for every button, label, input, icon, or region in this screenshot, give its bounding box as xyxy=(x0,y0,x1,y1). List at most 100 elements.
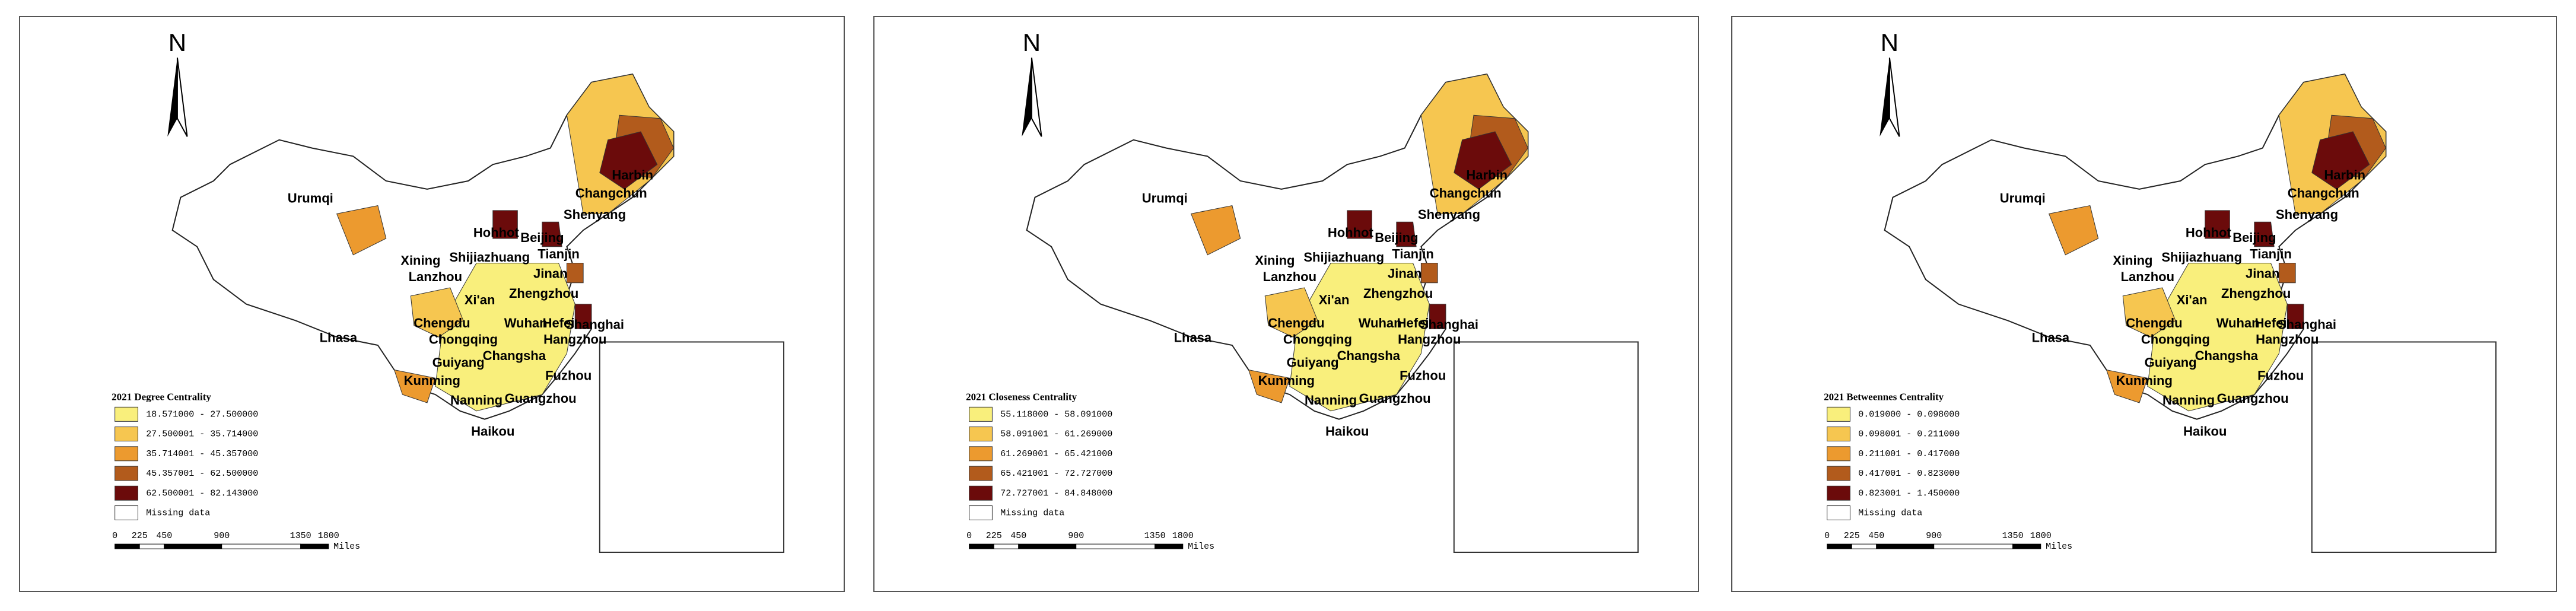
legend-swatch xyxy=(969,485,993,501)
city-label: Nanning xyxy=(2162,393,2215,408)
city-label: Wuhan xyxy=(1359,316,1402,330)
legend-label: Missing data xyxy=(1858,508,1922,518)
city-label: Guiyang xyxy=(432,355,485,370)
scale-segment xyxy=(164,543,222,549)
city-label: Fuzhou xyxy=(1400,368,1446,383)
city-label: Guiyang xyxy=(1287,355,1339,370)
city-label: Xining xyxy=(400,253,440,268)
scale-label: 1800 xyxy=(2030,531,2052,541)
region xyxy=(1289,263,1430,412)
legend-label: 62.500001 - 82.143000 xyxy=(146,488,258,498)
region xyxy=(1396,221,1417,247)
region xyxy=(542,221,562,247)
city-label: Chengdu xyxy=(1268,316,1324,330)
city-label: Xi'an xyxy=(465,292,495,307)
scale-unit: Miles xyxy=(333,542,360,552)
scale-label: 1350 xyxy=(290,531,311,541)
legend-label: 27.500001 - 35.714000 xyxy=(146,429,258,440)
region xyxy=(393,369,436,403)
legend-label: 0.098001 - 0.211000 xyxy=(1858,429,1960,440)
legend-label: 0.211001 - 0.417000 xyxy=(1858,449,1960,459)
region xyxy=(2147,263,2288,412)
city-label: Kunming xyxy=(404,373,460,388)
region xyxy=(574,304,592,329)
legend-swatch xyxy=(115,485,138,501)
city-label: Changchun xyxy=(1430,186,1502,201)
scale-segment xyxy=(300,543,329,549)
scale-label: 225 xyxy=(1844,531,1860,541)
region xyxy=(2048,205,2099,256)
city-label: Hefei xyxy=(2255,316,2287,330)
north-arrow-left xyxy=(1022,58,1032,137)
legend-swatch xyxy=(1827,485,1850,501)
legend-swatch xyxy=(969,446,993,462)
city-label: Hohhot xyxy=(1328,225,1374,240)
city-label: Zhengzhou xyxy=(509,286,578,301)
city-label: Shanghai xyxy=(2278,317,2336,332)
region xyxy=(2106,369,2148,403)
scale-unit: Miles xyxy=(1188,542,1214,552)
region xyxy=(1429,304,1446,329)
scale-segment xyxy=(1851,543,1877,549)
scale-segment xyxy=(1155,543,1184,549)
city-label: Changsha xyxy=(483,348,546,363)
inset-frame xyxy=(2311,341,2497,553)
city-label: Tianjin xyxy=(538,246,580,261)
city-label: Haikou xyxy=(471,424,514,439)
scale-label: 1800 xyxy=(318,531,339,541)
city-label: Lanzhou xyxy=(1263,269,1316,284)
legend-swatch xyxy=(1827,446,1850,462)
region xyxy=(410,287,464,338)
city-label: Chengdu xyxy=(414,316,470,330)
scale-segment xyxy=(1876,543,1935,549)
scale-label: 900 xyxy=(1926,531,1942,541)
city-label: Wuhan xyxy=(504,316,548,330)
north-label: N xyxy=(1023,28,1041,56)
north-arrow-left xyxy=(1879,58,1890,137)
region xyxy=(492,210,518,239)
region xyxy=(1190,205,1241,256)
city-label: Chongqing xyxy=(2141,332,2210,347)
city-label: Harbin xyxy=(2324,168,2365,183)
legend-label: 72.727001 - 84.848000 xyxy=(1000,488,1112,498)
city-label: Haikou xyxy=(2183,424,2227,439)
scale-label: 1800 xyxy=(1172,531,1194,541)
city-label: Kunming xyxy=(1258,373,1315,388)
legend-label: 18.571000 - 27.500000 xyxy=(146,409,258,419)
city-label: Changchun xyxy=(2288,186,2359,201)
region xyxy=(1248,369,1290,403)
city-label: Shijiazhuang xyxy=(2161,250,2242,265)
legend-label: 65.421001 - 72.727000 xyxy=(1000,469,1112,479)
city-label: Shenyang xyxy=(564,207,626,222)
region xyxy=(435,263,575,412)
map-panel: N Harbin Changchun Shenyang Urumqi Hohhot Beij… xyxy=(19,16,845,592)
legend-title: 2021 Betweennes Centrality xyxy=(1824,392,1944,403)
city-label: Xi'an xyxy=(1319,292,1350,307)
city-label: Jinan xyxy=(533,266,567,281)
scale-segment xyxy=(115,543,140,549)
legend-label: 35.714001 - 45.357000 xyxy=(146,449,258,459)
city-label: Beijing xyxy=(520,230,564,245)
city-label: Harbin xyxy=(612,168,653,183)
region xyxy=(599,131,658,190)
city-label: Kunming xyxy=(2116,373,2173,388)
region xyxy=(2205,210,2230,239)
city-label: Hangzhou xyxy=(1398,332,1461,347)
region xyxy=(1454,131,1512,190)
scale-segment xyxy=(969,543,994,549)
scale-segment xyxy=(993,543,1019,549)
legend-swatch xyxy=(115,427,138,442)
legend-label: 0.823001 - 1.450000 xyxy=(1858,488,1960,498)
city-label: Hangzhou xyxy=(2256,332,2319,347)
scale-segment xyxy=(1076,543,1156,549)
city-label: Zhengzhou xyxy=(2221,286,2291,301)
north-label: N xyxy=(168,28,186,56)
city-label: Shenyang xyxy=(2276,207,2338,222)
city-label: Xining xyxy=(1255,253,1295,268)
legend-swatch-missing xyxy=(115,505,138,521)
legend-swatch xyxy=(969,406,993,422)
scale-label: 450 xyxy=(156,531,172,541)
city-label: Hangzhou xyxy=(543,332,606,347)
legend-swatch xyxy=(969,427,993,442)
city-label: Beijing xyxy=(2232,230,2276,245)
